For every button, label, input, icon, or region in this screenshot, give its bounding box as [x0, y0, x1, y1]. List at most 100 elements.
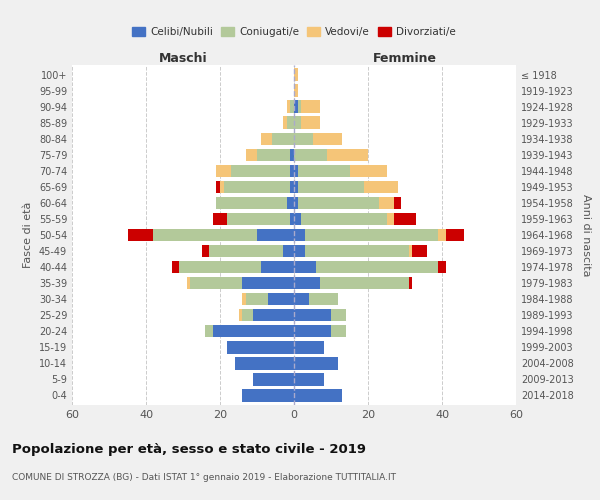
Bar — [309, 293, 338, 306]
Bar — [294, 261, 316, 274]
Bar — [290, 164, 294, 177]
Bar — [290, 212, 294, 225]
Bar — [246, 148, 257, 161]
Text: Femmine: Femmine — [373, 52, 437, 65]
Bar — [217, 180, 220, 193]
Bar — [294, 389, 342, 402]
Bar — [305, 245, 409, 258]
Bar — [202, 245, 209, 258]
Bar — [294, 164, 298, 177]
Bar — [298, 100, 301, 113]
Bar — [394, 212, 416, 225]
Bar — [409, 277, 412, 289]
Bar — [272, 132, 294, 145]
Bar — [331, 309, 346, 322]
Bar — [446, 228, 464, 241]
Bar — [283, 116, 287, 129]
Bar — [409, 245, 412, 258]
Bar — [260, 261, 294, 274]
Bar — [328, 148, 368, 161]
Bar — [231, 164, 290, 177]
Bar — [298, 180, 364, 193]
Bar — [227, 341, 294, 353]
Bar — [331, 325, 346, 338]
Bar — [217, 196, 287, 209]
Bar — [294, 293, 309, 306]
Bar — [294, 148, 328, 161]
Bar — [294, 373, 323, 386]
Bar — [220, 180, 224, 193]
Bar — [253, 373, 294, 386]
Bar — [298, 196, 379, 209]
Bar — [294, 309, 331, 322]
Bar — [290, 148, 294, 161]
Bar — [313, 132, 342, 145]
Bar — [179, 261, 260, 274]
Bar — [212, 325, 294, 338]
Bar — [294, 341, 323, 353]
Bar — [290, 100, 294, 113]
Bar — [364, 180, 398, 193]
Bar — [298, 164, 349, 177]
Bar — [205, 325, 212, 338]
Bar — [438, 228, 446, 241]
Bar — [287, 100, 290, 113]
Bar — [386, 212, 394, 225]
Bar — [294, 116, 301, 129]
Bar — [246, 293, 268, 306]
Bar — [294, 68, 298, 81]
Bar — [305, 228, 438, 241]
Bar — [253, 309, 294, 322]
Bar — [294, 84, 298, 97]
Bar — [290, 180, 294, 193]
Bar — [242, 293, 246, 306]
Bar — [349, 164, 386, 177]
Bar — [257, 228, 294, 241]
Bar — [412, 245, 427, 258]
Bar — [438, 261, 446, 274]
Bar — [287, 116, 294, 129]
Bar — [154, 228, 257, 241]
Bar — [301, 212, 386, 225]
Legend: Celibi/Nubili, Coniugati/e, Vedovi/e, Divorziati/e: Celibi/Nubili, Coniugati/e, Vedovi/e, Di… — [128, 22, 460, 41]
Bar — [294, 245, 305, 258]
Bar — [316, 261, 438, 274]
Text: COMUNE DI STROZZA (BG) - Dati ISTAT 1° gennaio 2019 - Elaborazione TUTTITALIA.IT: COMUNE DI STROZZA (BG) - Dati ISTAT 1° g… — [12, 472, 396, 482]
Bar — [268, 293, 294, 306]
Bar — [235, 357, 294, 370]
Bar — [260, 132, 272, 145]
Bar — [294, 277, 320, 289]
Y-axis label: Anni di nascita: Anni di nascita — [581, 194, 590, 276]
Bar — [242, 389, 294, 402]
Bar — [128, 228, 154, 241]
Bar — [216, 164, 231, 177]
Text: Popolazione per età, sesso e stato civile - 2019: Popolazione per età, sesso e stato civil… — [12, 442, 366, 456]
Bar — [294, 228, 305, 241]
Bar — [212, 212, 227, 225]
Bar — [320, 277, 409, 289]
Bar — [227, 212, 290, 225]
Bar — [287, 196, 294, 209]
Bar — [301, 100, 320, 113]
Bar — [294, 325, 331, 338]
Bar — [379, 196, 394, 209]
Bar — [283, 245, 294, 258]
Bar — [172, 261, 179, 274]
Y-axis label: Fasce di età: Fasce di età — [23, 202, 33, 268]
Bar — [394, 196, 401, 209]
Bar — [209, 245, 283, 258]
Bar — [242, 309, 253, 322]
Bar — [294, 196, 298, 209]
Bar — [294, 132, 313, 145]
Bar — [224, 180, 290, 193]
Bar — [301, 116, 320, 129]
Bar — [190, 277, 242, 289]
Bar — [294, 212, 301, 225]
Bar — [294, 357, 338, 370]
Bar — [239, 309, 242, 322]
Bar — [242, 277, 294, 289]
Bar — [294, 100, 298, 113]
Bar — [257, 148, 290, 161]
Bar — [294, 180, 298, 193]
Text: Maschi: Maschi — [158, 52, 208, 65]
